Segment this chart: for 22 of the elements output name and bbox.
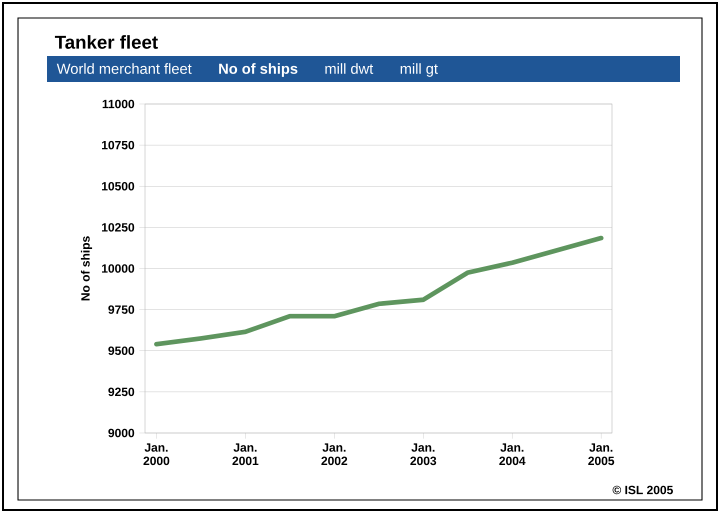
- x-tick-label: Jan. 2004: [499, 443, 526, 466]
- y-tick-label: 10750: [102, 140, 134, 150]
- y-axis-title: No of ships: [80, 236, 92, 300]
- y-tick-label: 9250: [108, 388, 134, 396]
- chart-title: Tanker fleet: [54, 35, 158, 49]
- y-tick-label: 9500: [108, 346, 134, 355]
- text: © ISL 2005: [612, 486, 673, 494]
- x-tick-label: Jan. 2003: [410, 443, 436, 466]
- y-tick-label: 9000: [108, 428, 134, 438]
- text: mill dwt: [325, 63, 374, 74]
- x-tick-label: Jan. 2001: [232, 443, 258, 466]
- y-tick-label: 10500: [102, 182, 134, 190]
- x-tick-label: Jan. 2000: [143, 443, 170, 466]
- x-tick-label: Jan. 2002: [321, 443, 348, 466]
- text: World merchant fleet: [56, 63, 192, 74]
- y-tick-label: 9750: [108, 305, 134, 314]
- text: No of ships: [219, 63, 298, 77]
- x-tick-label: Jan. 2005: [588, 443, 614, 466]
- y-tick-label: 11000: [102, 100, 134, 108]
- y-tick-label: 10250: [102, 223, 134, 232]
- text: mill gt: [400, 63, 438, 77]
- y-tick-label: 10000: [102, 264, 134, 273]
